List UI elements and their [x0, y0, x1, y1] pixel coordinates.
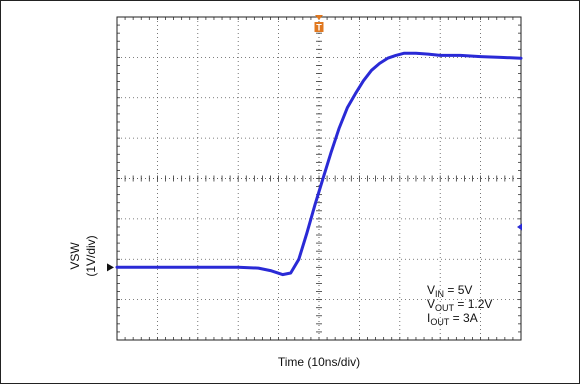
trigger-box: [314, 22, 324, 32]
reference-marker-icon: [517, 223, 522, 231]
trigger-marker-icon: T: [314, 15, 324, 33]
trigger-label: T: [316, 23, 322, 33]
ground-level-marker-icon: [107, 263, 114, 272]
trigger-arrow: [315, 15, 323, 20]
y-axis-label-line1: VSW: [68, 242, 82, 270]
vsw-trace: [115, 51, 523, 277]
annotation-vout: VOUT = 1.2V: [427, 297, 492, 313]
ground-arrow: [107, 263, 114, 272]
x-axis-label: Time (10ns/div): [278, 355, 360, 369]
annotation-iout: IOUT = 3A: [427, 311, 478, 327]
y-axis-label-line2: (1V/div): [84, 235, 98, 276]
right-arrow: [517, 223, 522, 231]
annotation-vin: VIN = 5V: [427, 283, 472, 299]
